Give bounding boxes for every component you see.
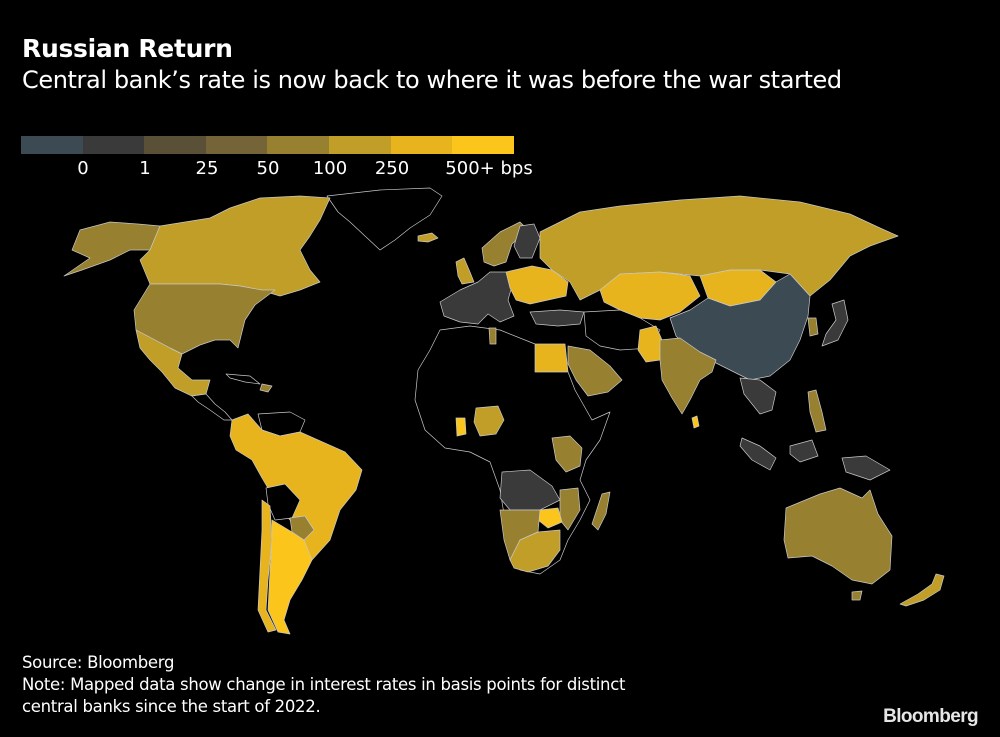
region-canada bbox=[139, 195, 331, 297]
source-note: Source: Bloomberg bbox=[22, 653, 175, 672]
region-dominican bbox=[259, 383, 273, 393]
region-tasmania bbox=[851, 590, 863, 601]
legend-swatch bbox=[144, 136, 206, 154]
region-sri-lanka bbox=[691, 415, 700, 429]
region-chile bbox=[257, 499, 277, 633]
color-legend: 0 1 25 50 100 250 500+ bps bbox=[21, 136, 533, 182]
region-egypt bbox=[534, 343, 569, 373]
region-india bbox=[659, 337, 717, 415]
chart-subtitle: Central bank’s rate is now back to where… bbox=[22, 66, 842, 94]
legend-labels: 0 1 25 50 100 250 500+ bps bbox=[21, 158, 532, 182]
region-argentina bbox=[267, 519, 313, 635]
legend-label: 100 bbox=[312, 158, 348, 179]
region-paraguay bbox=[289, 515, 315, 541]
chart-title: Russian Return bbox=[22, 34, 233, 63]
region-ghana bbox=[455, 417, 467, 437]
region-eastern-europe bbox=[505, 265, 569, 305]
legend-label: 50 bbox=[256, 158, 280, 179]
region-korea bbox=[807, 317, 819, 337]
region-nigeria bbox=[473, 405, 505, 437]
region-central-asia bbox=[599, 271, 701, 321]
chart-footer: Source: Bloomberg Note: Mapped data show… bbox=[22, 652, 625, 718]
region-tunisia bbox=[488, 327, 497, 345]
region-australia bbox=[783, 487, 893, 585]
region-philippines bbox=[807, 389, 827, 433]
legend-bar bbox=[21, 136, 514, 154]
region-greenland bbox=[326, 187, 443, 251]
world-map bbox=[63, 187, 945, 635]
region-euro-area bbox=[439, 271, 515, 325]
region-south-africa bbox=[509, 529, 561, 573]
region-iceland bbox=[417, 232, 439, 243]
legend-swatch bbox=[205, 136, 268, 154]
legend-swatch bbox=[267, 136, 329, 154]
region-japan bbox=[821, 299, 849, 347]
region-finland bbox=[513, 223, 541, 259]
legend-swatch bbox=[390, 136, 453, 154]
legend-label: 1 bbox=[139, 158, 151, 179]
methodology-note-line1: Note: Mapped data show change in interes… bbox=[22, 675, 626, 694]
region-madagascar bbox=[591, 491, 611, 531]
legend-label: 500+ bps bbox=[445, 158, 533, 179]
methodology-note-line2: central banks since the start of 2022. bbox=[22, 697, 321, 716]
region-indonesia bbox=[739, 437, 891, 481]
legend-swatch bbox=[21, 136, 83, 154]
region-uk bbox=[455, 257, 475, 285]
region-colombia-peru-brazil bbox=[229, 413, 363, 561]
region-turkey bbox=[529, 309, 585, 327]
legend-label: 0 bbox=[77, 158, 89, 179]
region-saudi bbox=[567, 345, 623, 397]
region-angola-zambia bbox=[499, 469, 561, 511]
legend-swatch bbox=[328, 136, 391, 154]
region-alaska bbox=[63, 221, 161, 277]
region-pakistan bbox=[637, 325, 663, 363]
legend-swatch bbox=[82, 136, 145, 154]
region-southeast-asia bbox=[739, 377, 777, 415]
legend-swatch bbox=[452, 136, 514, 154]
region-cuba bbox=[225, 373, 261, 385]
legend-label: 250 bbox=[374, 158, 410, 179]
region-east-africa bbox=[551, 435, 583, 473]
legend-label: 25 bbox=[195, 158, 219, 179]
region-scandinavia bbox=[481, 221, 529, 267]
region-mexico bbox=[135, 329, 211, 397]
region-central-america bbox=[191, 393, 233, 421]
bloomberg-logo: Bloomberg bbox=[883, 706, 978, 727]
region-new-zealand bbox=[899, 573, 945, 607]
